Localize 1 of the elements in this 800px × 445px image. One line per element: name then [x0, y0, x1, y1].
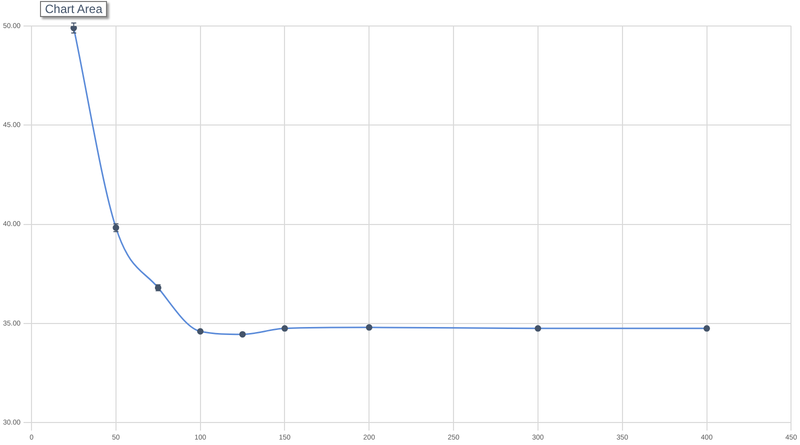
text: Chart Area [40, 1, 108, 17]
